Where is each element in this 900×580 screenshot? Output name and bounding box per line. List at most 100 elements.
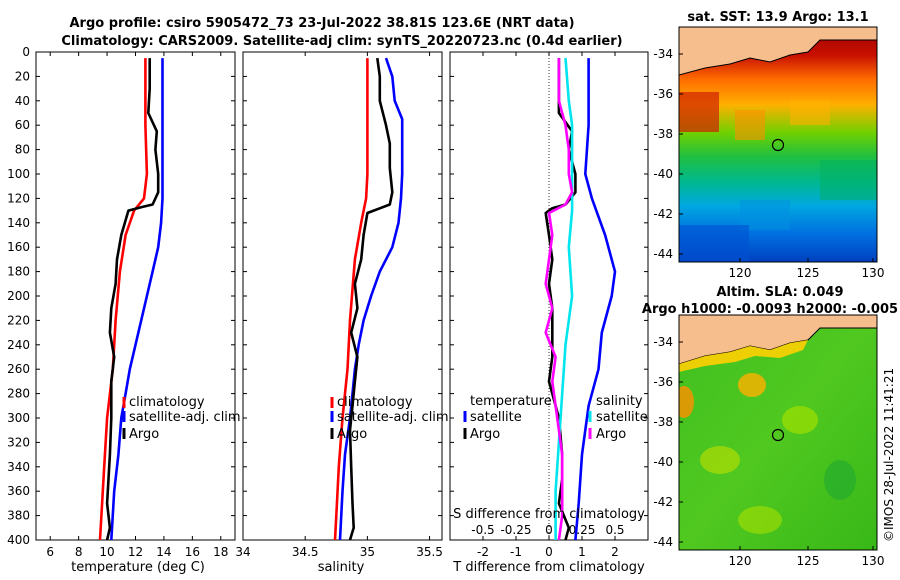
sst-patch [679, 225, 749, 262]
series-line-t-satellite [574, 58, 617, 541]
y-tick-label: 180 [7, 265, 30, 279]
y-tick-label: 160 [7, 240, 30, 254]
y-tick-label: 300 [7, 411, 30, 425]
y-tick-label: 220 [7, 313, 30, 327]
y-tick-label: 380 [7, 509, 30, 523]
y-tick-label: 100 [7, 167, 30, 181]
figure-title-line2: Climatology: CARS2009. Satellite-adj cli… [61, 34, 622, 49]
y-tick-label: 280 [7, 387, 30, 401]
lon-tick-label: 125 [797, 266, 820, 280]
lat-tick-label: -42 [653, 495, 673, 509]
lat-tick-label: -44 [653, 535, 673, 549]
x-tick-label: 34.5 [292, 545, 319, 559]
x-tick-label: 12 [128, 545, 143, 559]
sla-map-title-line1: Altim. SLA: 0.049 [717, 285, 844, 300]
y-tick-label: 200 [7, 289, 30, 303]
difference-profile-panel: -2 -1 0 1 2-0.5 -0.25 0 0.25 0.5 [449, 51, 649, 559]
plot-frame [242, 51, 443, 541]
lon-tick-label: 130 [862, 554, 885, 568]
x-tick-label: 2 [611, 545, 619, 559]
lat-tick-label: -34 [653, 335, 673, 349]
s-tick-label: -0.25 [500, 523, 531, 537]
sst-map-frame [678, 26, 878, 263]
legend-label-argo: Argo [337, 427, 367, 442]
lon-tick-label: 125 [797, 554, 820, 568]
y-tick-label: 120 [7, 191, 30, 205]
legend-title-temperature: temperature [470, 394, 552, 409]
legend-label-climatology: climatology [129, 395, 205, 410]
figure-title-line1: Argo profile: csiro 5905472_73 23-Jul-20… [69, 16, 574, 31]
t-difference-axis-label: T difference from climatology [452, 560, 645, 575]
sla-map-frame [678, 314, 878, 551]
difference-legend: temperature satellite Argo salinity sate… [463, 394, 648, 442]
lat-tick-label: -40 [653, 167, 673, 181]
lon-tick-label: 120 [729, 554, 752, 568]
x-tick-label: 35.5 [416, 545, 443, 559]
sla-map-ticks: 120 125 130 -34 -36 -38 -40 -42 -44 [653, 335, 884, 568]
y-tick-label: 80 [15, 143, 30, 157]
land-mass [679, 27, 877, 76]
lat-tick-label: -34 [653, 47, 673, 61]
x-tick-label: 16 [185, 545, 200, 559]
x-tick-label: 14 [156, 545, 171, 559]
series-line-s-argo [544, 58, 574, 541]
legend-label-s-argo: Argo [596, 427, 626, 442]
depth-tick-labels: 0 20 40 60 80 100 120 140 160 180 200 220 240 260 280 3… [7, 45, 30, 547]
s-tick-label: 0.5 [605, 523, 624, 537]
lat-tick-label: -36 [653, 375, 673, 389]
sla-eddy [782, 406, 818, 434]
x-tick-label: 1 [578, 545, 586, 559]
legend-label-satellite: satellite-adj. clim [337, 410, 449, 425]
lat-tick-label: -36 [653, 87, 673, 101]
coastal-band [679, 340, 808, 372]
lat-tick-label: -38 [653, 127, 673, 141]
y-tick-label: 400 [7, 533, 30, 547]
lon-tick-label: 120 [729, 266, 752, 280]
y-tick-label: 60 [15, 118, 30, 132]
lon-tick-label: 130 [862, 266, 885, 280]
sst-patch [820, 160, 877, 200]
sla-eddy [700, 446, 740, 474]
lat-tick-label: -42 [653, 207, 673, 221]
sst-map-ticks: 120 125 130 -34 -36 -38 -40 -42 -44 [653, 47, 884, 280]
y-tick-label: 320 [7, 435, 30, 449]
sst-map-title: sat. SST: 13.9 Argo: 13.1 [687, 10, 868, 25]
lat-tick-label: -38 [653, 415, 673, 429]
y-tick-label: 140 [7, 216, 30, 230]
legend-label-argo: Argo [129, 427, 159, 442]
legend-label-t-satellite: satellite [470, 410, 522, 425]
legend-label-satellite: satellite-adj. clim [129, 410, 241, 425]
y-tick-label: 360 [7, 484, 30, 498]
s-tick-label: -0.5 [471, 523, 494, 537]
sst-map [679, 27, 877, 262]
y-tick-label: 40 [15, 94, 30, 108]
sst-patch [735, 110, 765, 140]
s-tick-label: 0.25 [569, 523, 596, 537]
sla-eddy [824, 460, 856, 500]
sst-patch [679, 92, 719, 132]
salinity-legend: climatology satellite-adj. clim Argo [330, 395, 449, 442]
legend-label-climatology: climatology [337, 395, 413, 410]
y-tick-label: 20 [15, 69, 30, 83]
sla-map [679, 315, 877, 550]
legend-label-s-satellite: satellite [596, 410, 648, 425]
argo-float-marker [771, 428, 785, 442]
series-line-argo [105, 58, 160, 541]
x-tick-label: -2 [477, 545, 489, 559]
y-tick-label: 240 [7, 338, 30, 352]
temperature-profile-panel: 6 8 10 12 14 16 18 [35, 51, 236, 559]
x-tick-label: 8 [75, 545, 83, 559]
credit-text: ©IMOS 28-Jul-2022 11:41:21 [882, 368, 896, 542]
x-tick-label: 34 [235, 545, 250, 559]
legend-label-t-argo: Argo [470, 427, 500, 442]
series-line-argo [348, 57, 394, 541]
y-tick-label: 260 [7, 362, 30, 376]
x-tick-label: 18 [213, 545, 228, 559]
s-difference-axis-label: S difference from climatology [453, 507, 645, 522]
x-tick-label: 35 [360, 545, 375, 559]
y-tick-label: 0 [22, 45, 30, 59]
sla-eddy [738, 506, 782, 534]
x-tick-label: -1 [510, 545, 522, 559]
sla-eddy [679, 386, 694, 418]
